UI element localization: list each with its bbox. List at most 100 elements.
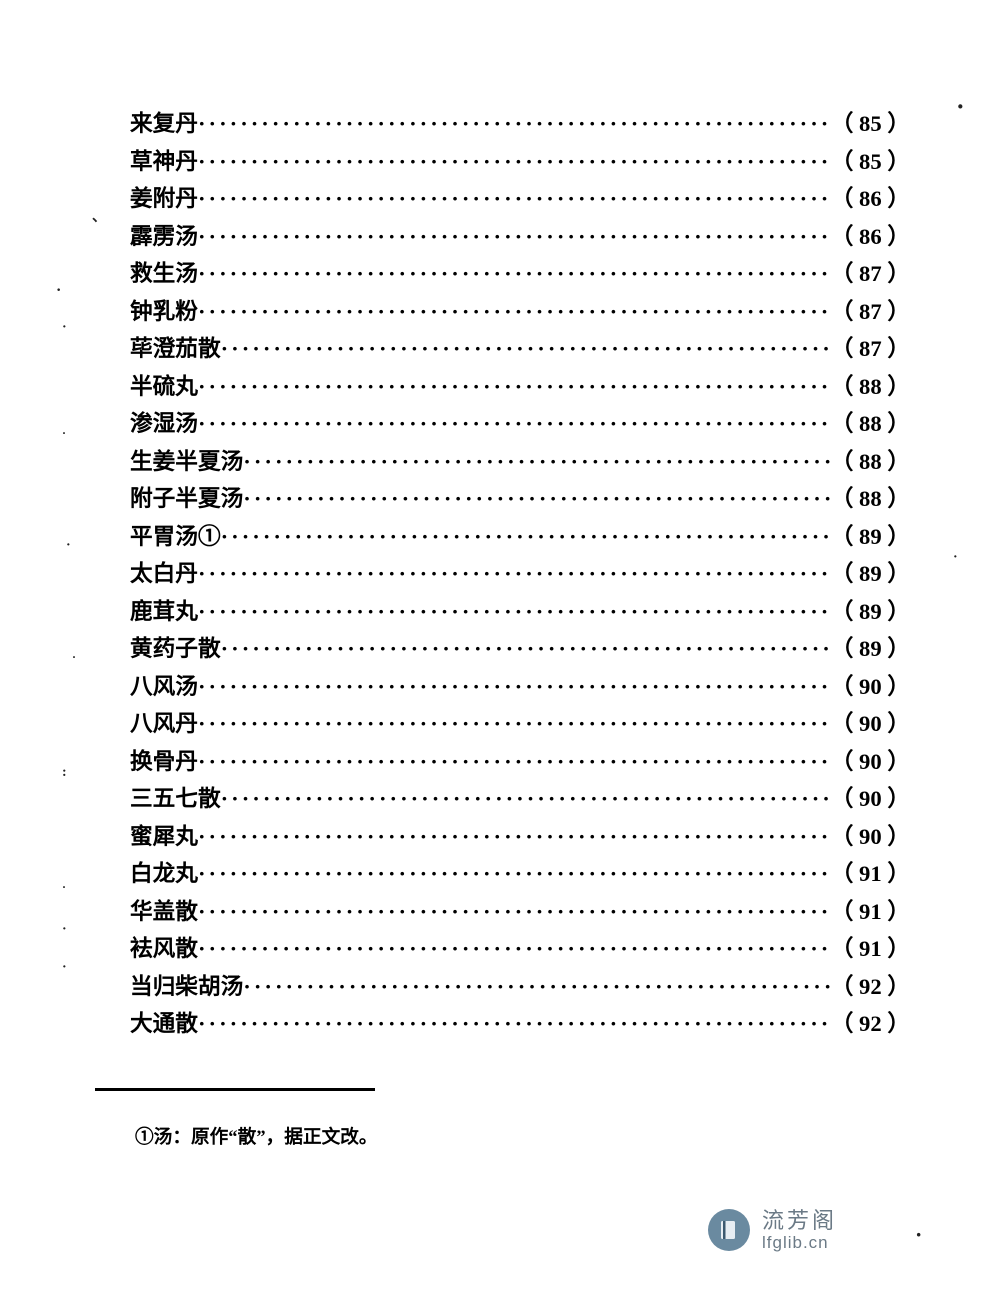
toc-entry-page: （ 91 ） <box>831 930 910 968</box>
toc-entry: 换骨丹·····································… <box>130 743 910 781</box>
toc-entry-page: （ 85 ） <box>831 105 910 143</box>
toc-dot-leader: ········································… <box>221 780 831 818</box>
toc-dot-leader: ········································… <box>198 368 831 406</box>
toc-entry-title: 平胃汤① <box>130 518 221 556</box>
toc-entry-page: （ 91 ） <box>831 855 910 893</box>
toc-dot-leader: ········································… <box>198 930 831 968</box>
scan-speck: · <box>62 880 66 895</box>
toc-entry: 救生汤·····································… <box>130 255 910 293</box>
toc-entry-page: （ 87 ） <box>831 330 910 368</box>
toc-dot-leader: ········································… <box>198 1005 831 1043</box>
toc-dot-leader: ········································… <box>198 705 831 743</box>
toc-entry-title: 换骨丹 <box>130 743 198 781</box>
toc-entry-page: （ 91 ） <box>831 893 910 931</box>
scan-speck: · <box>72 650 76 665</box>
toc-entry: 三五七散····································… <box>130 780 910 818</box>
toc-entry: 八风丹·····································… <box>130 705 910 743</box>
toc-entry-page: （ 92 ） <box>831 968 910 1006</box>
footnote-separator <box>95 1088 375 1091</box>
toc-dot-leader: ········································… <box>243 443 830 481</box>
toc-entry-title: 钟乳粉 <box>130 293 198 331</box>
toc-entry-page: （ 90 ） <box>831 818 910 856</box>
toc-entry: 生姜半夏汤···································… <box>130 443 910 481</box>
toc-dot-leader: ········································… <box>198 105 831 143</box>
toc-entry: 白龙丸·····································… <box>130 855 910 893</box>
toc-entry-title: 当归柴胡汤 <box>130 968 243 1006</box>
scan-speck: · <box>62 922 67 938</box>
toc-dot-leader: ········································… <box>198 743 831 781</box>
toc-entry: 黄药子散····································… <box>130 630 910 668</box>
toc-entry: 袪风散·····································… <box>130 930 910 968</box>
toc-dot-leader: ········································… <box>198 180 831 218</box>
toc-dot-leader: ········································… <box>221 518 831 556</box>
toc-entry-page: （ 90 ） <box>831 668 910 706</box>
watermark: 流芳阁 lfglib.cn <box>708 1208 837 1253</box>
toc-dot-leader: ········································… <box>198 893 831 931</box>
scan-speck: : <box>62 765 67 781</box>
toc-entry: 渗湿汤·····································… <box>130 405 910 443</box>
toc-entry: 太白丹·····································… <box>130 555 910 593</box>
toc-entry-page: （ 89 ） <box>831 555 910 593</box>
scan-speck: · <box>956 92 965 122</box>
toc-entry-title: 荜澄茄散 <box>130 330 221 368</box>
toc-entry: 钟乳粉·····································… <box>130 293 910 331</box>
toc-entry: 姜附丹·····································… <box>130 180 910 218</box>
toc-dot-leader: ········································… <box>221 630 831 668</box>
toc-dot-leader: ········································… <box>221 330 831 368</box>
book-icon <box>708 1209 750 1251</box>
watermark-cn: 流芳阁 <box>762 1208 837 1233</box>
footnote-text: ①汤：原作“散”，据正文改。 <box>135 1122 378 1149</box>
toc-dot-leader: ········································… <box>198 668 831 706</box>
toc-dot-leader: ········································… <box>198 293 831 331</box>
toc-entry-page: （ 88 ） <box>831 480 910 518</box>
toc-entry: 八风汤·····································… <box>130 668 910 706</box>
toc-entry-page: （ 90 ） <box>831 705 910 743</box>
toc-entry-title: 大通散 <box>130 1005 198 1043</box>
toc-entry: 附子半夏汤···································… <box>130 480 910 518</box>
toc-dot-leader: ········································… <box>198 818 831 856</box>
toc-entry-title: 八风丹 <box>130 705 198 743</box>
scan-speck: · <box>62 320 67 336</box>
toc-entry-title: 来复丹 <box>130 105 198 143</box>
toc-dot-leader: ········································… <box>243 968 830 1006</box>
scan-speck: · <box>62 960 67 976</box>
toc-dot-leader: ········································… <box>198 555 831 593</box>
toc-entry-page: （ 89 ） <box>831 630 910 668</box>
toc-entry: 半硫丸·····································… <box>130 368 910 406</box>
toc-dot-leader: ········································… <box>198 405 831 443</box>
toc-entry-title: 半硫丸 <box>130 368 198 406</box>
watermark-text: 流芳阁 lfglib.cn <box>762 1208 837 1253</box>
toc-dot-leader: ········································… <box>198 218 831 256</box>
scan-speck: · <box>953 550 958 566</box>
toc-entry-page: （ 92 ） <box>831 1005 910 1043</box>
toc-entry: 草神丹·····································… <box>130 143 910 181</box>
toc-entry-title: 霹雳汤 <box>130 218 198 256</box>
toc-entry-title: 附子半夏汤 <box>130 480 243 518</box>
toc-entry-page: （ 90 ） <box>831 780 910 818</box>
toc-entry-title: 渗湿汤 <box>130 405 198 443</box>
watermark-url: lfglib.cn <box>762 1233 837 1253</box>
toc-entry: 来复丹·····································… <box>130 105 910 143</box>
toc-entry-page: （ 85 ） <box>831 143 910 181</box>
toc-entry-page: （ 88 ） <box>831 405 910 443</box>
toc-dot-leader: ········································… <box>198 855 831 893</box>
toc-entry-title: 白龙丸 <box>130 855 198 893</box>
toc-dot-leader: ········································… <box>243 480 830 518</box>
scan-speck: · <box>56 282 61 300</box>
toc-entry-page: （ 87 ） <box>831 293 910 331</box>
toc-entry: 华盖散·····································… <box>130 893 910 931</box>
toc-entry: 荜澄茄散····································… <box>130 330 910 368</box>
toc-entry: 大通散·····································… <box>130 1005 910 1043</box>
toc-entry-title: 三五七散 <box>130 780 221 818</box>
toc-dot-leader: ········································… <box>198 593 831 631</box>
toc-list: 来复丹·····································… <box>130 105 910 1043</box>
toc-entry: 蜜犀丸·····································… <box>130 818 910 856</box>
toc-entry-title: 姜附丹 <box>130 180 198 218</box>
toc-entry: 霹雳汤·····································… <box>130 218 910 256</box>
toc-entry: 当归柴胡汤···································… <box>130 968 910 1006</box>
toc-entry: 鹿茸丸·····································… <box>130 593 910 631</box>
toc-entry-title: 鹿茸丸 <box>130 593 198 631</box>
toc-entry-page: （ 87 ） <box>831 255 910 293</box>
toc-entry-page: （ 86 ） <box>831 180 910 218</box>
toc-entry-title: 黄药子散 <box>130 630 221 668</box>
